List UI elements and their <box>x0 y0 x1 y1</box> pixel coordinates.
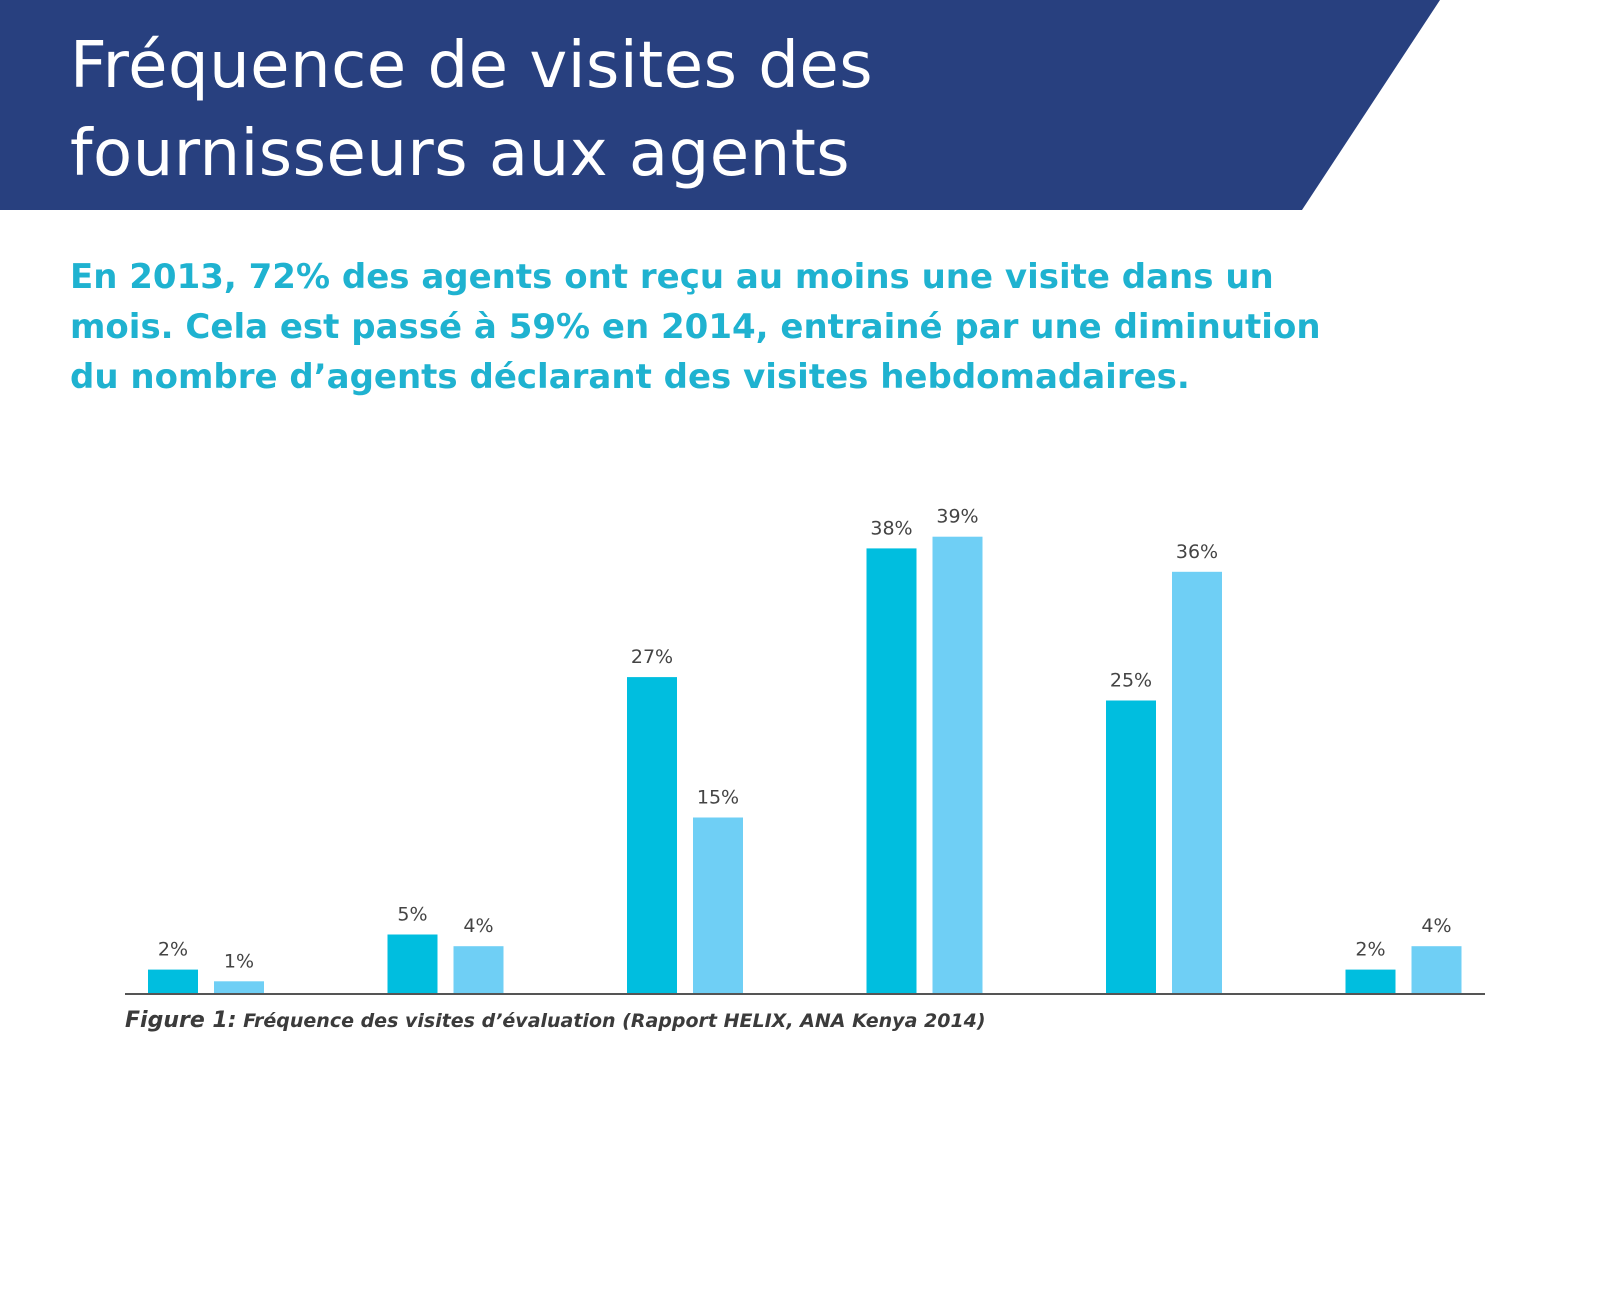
banner-shape <box>0 0 1440 210</box>
value-label-series1-group5: 25% <box>1110 670 1152 692</box>
value-label-series2-group6: 4% <box>1421 915 1451 937</box>
value-label-series2-group5: 36% <box>1176 541 1218 563</box>
intro-text: En 2013, 72% des agents ont reçu au moin… <box>70 252 1490 402</box>
value-label-series2-group2: 4% <box>463 915 493 937</box>
bar-series2-group3 <box>693 817 743 993</box>
intro-line-2: mois. Cela est passé à 59% en 2014, entr… <box>70 307 1321 347</box>
bar-series1-group3 <box>627 677 677 993</box>
value-label-series1-group3: 27% <box>631 646 673 668</box>
page-title: Fréquence de visites des fournisseurs au… <box>70 22 873 198</box>
bar-series2-group4 <box>932 536 983 993</box>
bar-series1-group2 <box>387 934 438 993</box>
value-label-series2-group3: 15% <box>697 787 739 809</box>
value-label-series1-group4: 38% <box>870 517 912 539</box>
bar-series1-group4 <box>866 548 917 993</box>
title-banner <box>0 0 1600 212</box>
bar-series2-group6 <box>1411 946 1462 993</box>
bar-series2-group5 <box>1172 571 1222 993</box>
bar-chart-svg: 2% 1% 5% 4% 27% 15% 38% 39% 25% 36% 2% 4% <box>125 506 1485 995</box>
figure-caption-text: Fréquence des visites d’évaluation (Rapp… <box>236 1010 986 1032</box>
bar-chart: 2% 1% 5% 4% 27% 15% 38% 39% 25% 36% 2% 4% <box>0 440 1600 1040</box>
bar-series1-group6 <box>1345 969 1396 993</box>
intro-line-3: du nombre d’agents déclarant des visites… <box>70 357 1190 397</box>
title-line-1: Fréquence de visites des <box>70 29 874 103</box>
bar-series2-group1 <box>214 981 264 993</box>
bar-series1-group5 <box>1106 700 1156 993</box>
value-label-series1-group1: 2% <box>158 939 188 961</box>
value-label-series1-group6: 2% <box>1355 939 1385 961</box>
figure-caption: Figure 1: Fréquence des visites d’évalua… <box>125 1008 986 1034</box>
figure-caption-label: Figure 1: <box>125 1008 237 1033</box>
intro-line-1: En 2013, 72% des agents ont reçu au moin… <box>70 257 1274 297</box>
value-label-series2-group1: 1% <box>224 950 254 972</box>
value-label-series1-group2: 5% <box>397 904 427 926</box>
bar-series2-group2 <box>453 946 504 993</box>
value-label-series2-group4: 39% <box>936 506 978 528</box>
bar-series1-group1 <box>148 969 198 993</box>
title-line-2: fournisseurs aux agents <box>70 117 851 191</box>
